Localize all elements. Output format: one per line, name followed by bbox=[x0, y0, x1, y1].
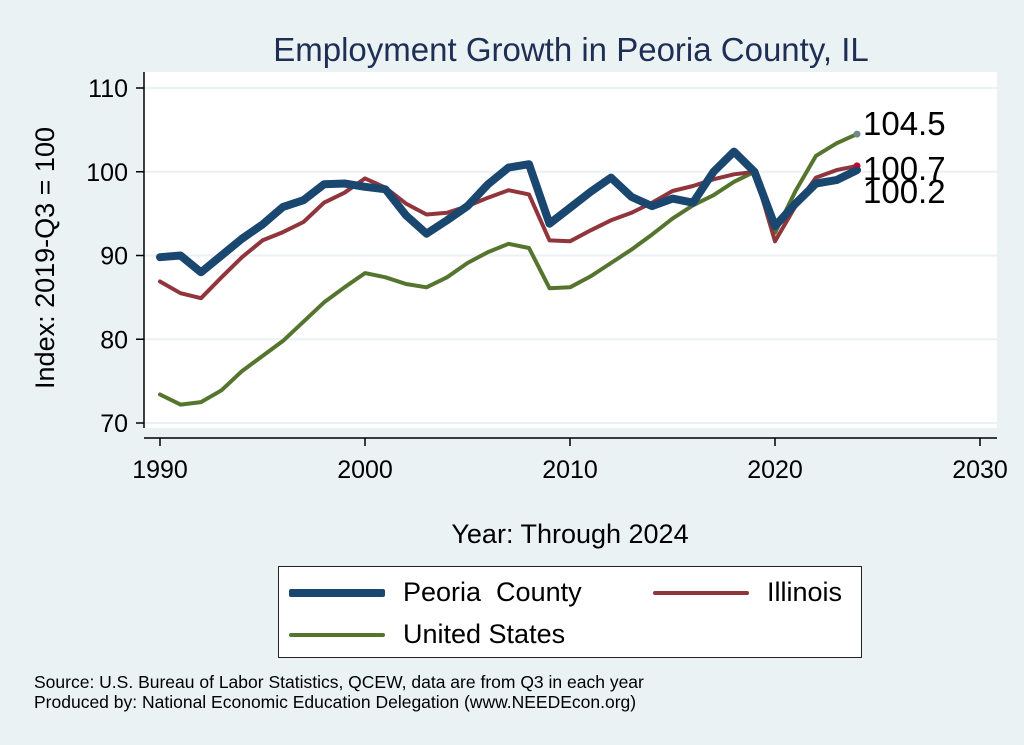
series-lines bbox=[156, 132, 861, 407]
y-tick-label-100: 100 bbox=[86, 159, 128, 187]
end-label-united-states: 104.5 bbox=[863, 105, 946, 142]
y-axis-label: Index: 2019-Q3 = 100 bbox=[30, 127, 60, 389]
legend-swatch-illinois bbox=[653, 590, 749, 595]
x-tick-label-1990: 1990 bbox=[132, 456, 188, 484]
legend-item-united-states: United States bbox=[289, 619, 565, 650]
x-tick-label-2020: 2020 bbox=[747, 456, 803, 484]
legend-label-united-states: United States bbox=[403, 619, 566, 649]
x-tick-label-2000: 2000 bbox=[337, 456, 393, 484]
legend-swatch-peoria bbox=[289, 588, 385, 597]
legend-label-illinois: Illinois bbox=[767, 577, 843, 607]
series-line-peoria-county bbox=[156, 147, 861, 277]
y-tick-label-70: 70 bbox=[100, 410, 128, 438]
x-tick-label-2010: 2010 bbox=[542, 456, 598, 484]
end-label-illinois: 100.7 bbox=[863, 150, 946, 187]
produced-by-line: Produced by: National Economic Education… bbox=[34, 692, 637, 712]
chart-title: Employment Growth in Peoria County, IL bbox=[273, 31, 868, 68]
y-tick-label-110: 110 bbox=[88, 75, 128, 103]
line-chart: Employment Growth in Peoria County, IL 7… bbox=[30, 31, 1008, 549]
legend-item-illinois: Illinois bbox=[653, 577, 842, 608]
end-dot-united-states bbox=[853, 130, 861, 138]
legend-label-peoria: Peoria County bbox=[403, 577, 582, 607]
end-dot-peoria-county bbox=[853, 166, 861, 174]
end-label-peoria-county: 100.2 bbox=[863, 173, 946, 210]
legend-item-peoria: Peoria County bbox=[289, 577, 582, 608]
x-tick-label-2030: 2030 bbox=[952, 456, 1008, 484]
series-line-illinois bbox=[158, 163, 859, 301]
source-line: Source: U.S. Bureau of Labor Statistics,… bbox=[34, 672, 644, 692]
axis-ticks: 70 80 90 100 110 1990 2000 2010 2020 2030 bbox=[86, 75, 1008, 484]
x-axis-label: Year: Through 2024 bbox=[451, 519, 688, 549]
legend-swatch-united-states bbox=[289, 632, 385, 637]
y-tick-label-80: 80 bbox=[100, 326, 128, 354]
legend: Peoria County Illinois United States bbox=[278, 566, 862, 658]
source-note: Source: U.S. Bureau of Labor Statistics,… bbox=[34, 672, 644, 712]
y-tick-label-90: 90 bbox=[100, 243, 128, 271]
series-line-united-states bbox=[158, 132, 859, 407]
